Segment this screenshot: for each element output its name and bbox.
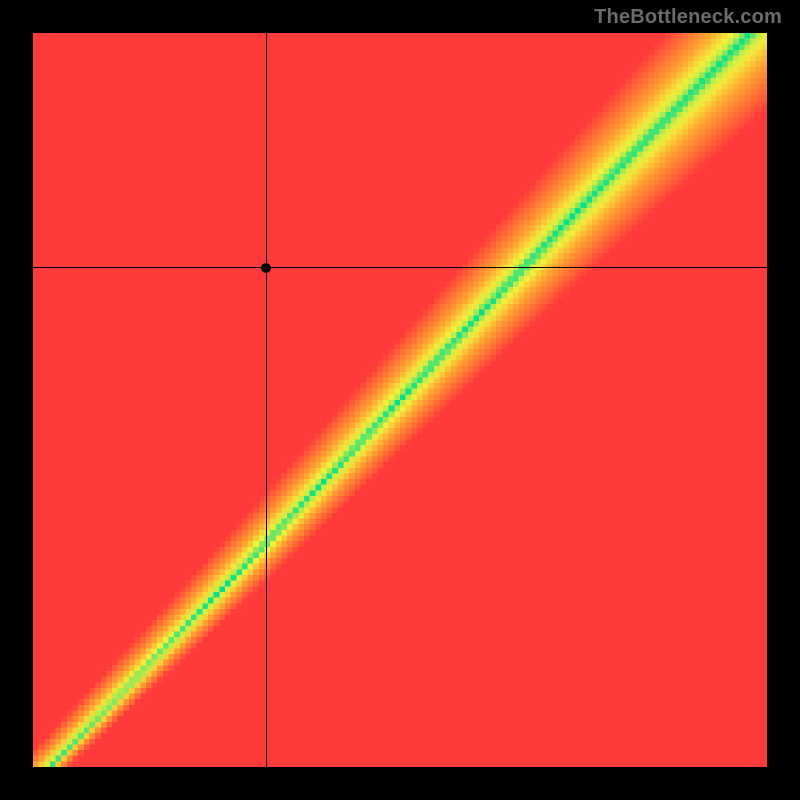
crosshair-vertical: [266, 33, 267, 767]
crosshair-horizontal: [33, 267, 767, 268]
chart-container: TheBottleneck.com: [0, 0, 800, 800]
watermark-text: TheBottleneck.com: [594, 6, 782, 29]
bottleneck-heatmap: [33, 33, 767, 767]
